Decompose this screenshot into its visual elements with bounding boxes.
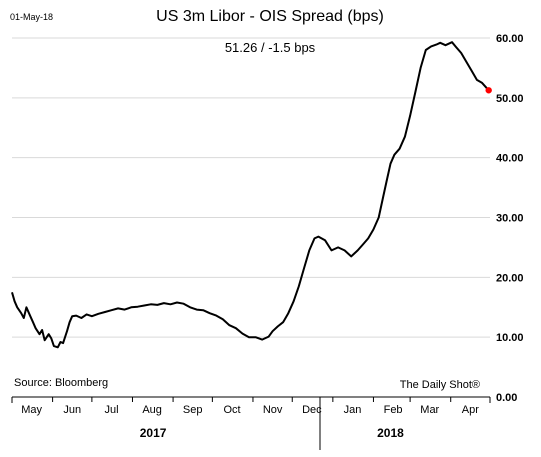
x-year-label: 2017: [140, 426, 167, 440]
x-month-label: Apr: [462, 404, 479, 416]
last-point-marker: [485, 87, 492, 94]
x-month-label: Dec: [302, 404, 322, 416]
x-month-label: Oct: [223, 404, 240, 416]
credit-label: The Daily Shot®: [400, 379, 480, 391]
y-tick-label: 20.00: [496, 272, 524, 284]
y-tick-label: 60.00: [496, 33, 524, 45]
y-tick-label: 0.00: [496, 392, 517, 404]
y-tick-label: 30.00: [496, 213, 524, 225]
x-month-label: Nov: [263, 404, 283, 416]
x-month-label: Jan: [344, 404, 362, 416]
x-month-label: Aug: [142, 404, 162, 416]
y-tick-label: 10.00: [496, 332, 524, 344]
chart-subtitle: 51.26 / -1.5 bps: [225, 40, 316, 55]
axes: [11, 396, 491, 450]
date-stamp: 01-May-18: [10, 12, 53, 22]
axis-labels: 0.00 10.00 20.00 30.00 40.00 50.00 60.00 May Jun…: [21, 33, 523, 440]
x-month-label: Feb: [384, 404, 403, 416]
series: [11, 41, 492, 349]
x-month-label: May: [21, 404, 42, 416]
y-tick-label: 50.00: [496, 93, 524, 105]
chart-title: US 3m Libor - OIS Spread (bps): [156, 8, 384, 25]
x-month-label: Jul: [104, 404, 118, 416]
x-month-label: Mar: [420, 404, 439, 416]
x-month-label: Jun: [63, 404, 81, 416]
y-tick-label: 40.00: [496, 153, 524, 165]
series-line: [11, 41, 490, 349]
source-label: Source: Bloomberg: [14, 377, 108, 389]
x-year-label: 2018: [377, 426, 404, 440]
x-month-label: Sep: [183, 404, 203, 416]
gridlines: [11, 37, 491, 402]
